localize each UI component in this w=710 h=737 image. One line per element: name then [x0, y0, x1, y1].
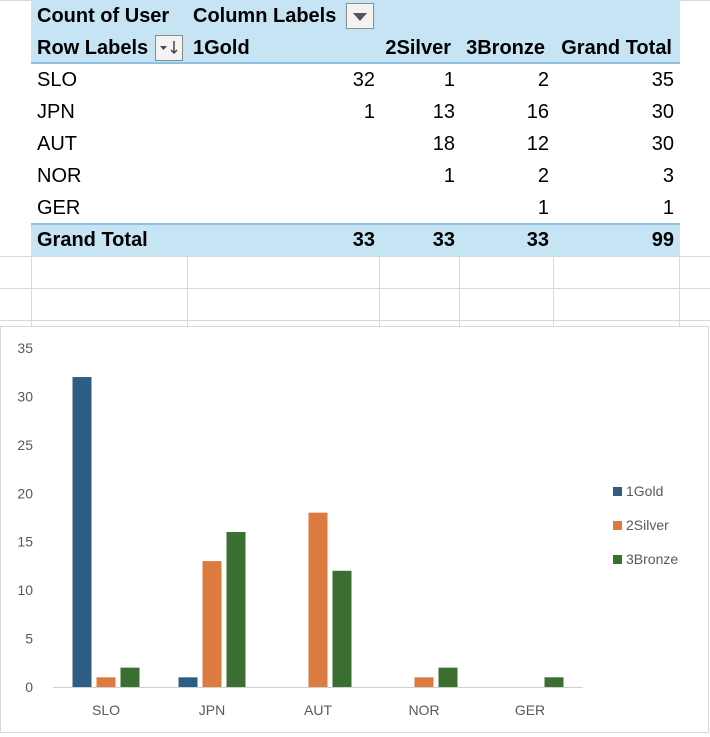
bar-2silver-nor: [414, 677, 434, 687]
total-cell[interactable]: 33: [432, 229, 455, 251]
legend-label: 1Gold: [626, 483, 663, 499]
y-tick-label: 15: [17, 534, 33, 550]
column-filter-button[interactable]: [346, 3, 374, 29]
legend-swatch: [613, 555, 622, 564]
gridline: [0, 320, 710, 321]
legend-swatch: [613, 521, 622, 530]
bar-3bronze-ger: [544, 677, 564, 687]
total-cell[interactable]: 99: [651, 229, 674, 251]
value-cell[interactable]: 1: [443, 165, 455, 187]
row-label[interactable]: AUT: [37, 133, 77, 155]
gridline: [0, 288, 710, 289]
column-header-grand-total[interactable]: Grand Total: [561, 37, 672, 59]
y-tick-label: 30: [17, 388, 33, 404]
gridline: [553, 256, 554, 326]
row-labels-header[interactable]: Row Labels: [37, 37, 149, 59]
pivot-row-slo[interactable]: SLO 32 1 2 35: [31, 64, 680, 96]
column-header-bronze[interactable]: 3Bronze: [466, 37, 545, 59]
pivot-header-row-2: Row Labels 1Gold 2Silver 3Bronze Grand T…: [31, 32, 680, 64]
gridline: [459, 256, 460, 326]
value-cell[interactable]: 16: [526, 101, 549, 123]
medal-bar-chart[interactable]: 0 5 10 15 20 25 30 35 SLO JPN AUT NOR GER 1Gold 2Silve…: [0, 326, 709, 733]
row-sort-filter-button[interactable]: [155, 35, 183, 61]
pivot-row-ger[interactable]: GER 1 1: [31, 192, 680, 224]
legend-swatch: [613, 487, 622, 496]
y-tick-label: 25: [17, 437, 33, 453]
legend-label: 2Silver: [626, 517, 669, 533]
x-tick-label: SLO: [92, 702, 120, 718]
dropdown-arrow-icon: [353, 13, 367, 21]
value-cell[interactable]: 30: [651, 133, 674, 155]
bar-1gold-slo: [72, 377, 92, 687]
value-field-label[interactable]: Count of User: [37, 5, 170, 27]
y-tick-label: 35: [17, 340, 33, 356]
row-label[interactable]: JPN: [37, 101, 75, 123]
gridline: [31, 256, 32, 326]
value-cell[interactable]: 18: [432, 133, 455, 155]
column-header-gold[interactable]: 1Gold: [193, 37, 250, 59]
pivot-row-aut[interactable]: AUT 18 12 30: [31, 128, 680, 160]
bar-3bronze-slo: [120, 667, 140, 687]
bar-1gold-jpn: [178, 677, 198, 687]
y-tick-label: 5: [25, 631, 33, 647]
row-label[interactable]: GER: [37, 197, 81, 219]
pivot-row-jpn[interactable]: JPN 1 13 16 30: [31, 96, 680, 128]
gridline: [0, 256, 710, 257]
value-cell[interactable]: 1: [443, 69, 455, 91]
bar-2silver-jpn: [202, 561, 222, 687]
bar-2silver-slo: [96, 677, 116, 687]
legend-label: 3Bronze: [626, 551, 678, 567]
value-cell[interactable]: 2: [537, 69, 549, 91]
x-tick-label: AUT: [304, 702, 332, 718]
value-cell[interactable]: 30: [651, 101, 674, 123]
sort-filter-icon: [160, 41, 178, 55]
value-cell[interactable]: 12: [526, 133, 549, 155]
pivot-header-row-1: Count of User Column Labels: [31, 0, 680, 32]
gridline: [679, 256, 680, 326]
value-cell[interactable]: 32: [352, 69, 375, 91]
column-header-silver[interactable]: 2Silver: [385, 37, 451, 59]
y-tick-label: 0: [25, 679, 33, 695]
gridline: [379, 256, 380, 326]
chart-canvas: 0 5 10 15 20 25 30 35 SLO JPN AUT NOR GER 1Gold 2Silve…: [17, 340, 678, 718]
bar-2silver-aut: [308, 512, 328, 687]
bar-3bronze-nor: [438, 667, 458, 687]
grand-total-label[interactable]: Grand Total: [37, 229, 148, 251]
row-label[interactable]: SLO: [37, 69, 78, 91]
column-labels-header[interactable]: Column Labels: [193, 5, 337, 27]
total-cell[interactable]: 33: [526, 229, 549, 251]
value-cell[interactable]: 2: [537, 165, 549, 187]
value-cell[interactable]: 3: [662, 165, 674, 187]
bar-3bronze-jpn: [226, 532, 246, 687]
value-cell[interactable]: 13: [432, 101, 455, 123]
value-cell[interactable]: 1: [363, 101, 375, 123]
value-cell[interactable]: 1: [537, 197, 549, 219]
x-tick-label: JPN: [199, 702, 225, 718]
gridline: [187, 256, 188, 326]
bar-3bronze-aut: [332, 570, 352, 687]
row-label[interactable]: NOR: [37, 165, 82, 187]
x-tick-label: GER: [515, 702, 545, 718]
pivot-row-nor[interactable]: NOR 1 2 3: [31, 160, 680, 192]
value-cell[interactable]: 1: [662, 197, 674, 219]
total-cell[interactable]: 33: [352, 229, 375, 251]
pivot-grand-total-row[interactable]: Grand Total 33 33 33 99: [31, 223, 680, 256]
x-tick-label: NOR: [408, 702, 439, 718]
y-tick-label: 20: [17, 485, 33, 501]
y-tick-label: 10: [17, 582, 33, 598]
value-cell[interactable]: 35: [651, 69, 674, 91]
